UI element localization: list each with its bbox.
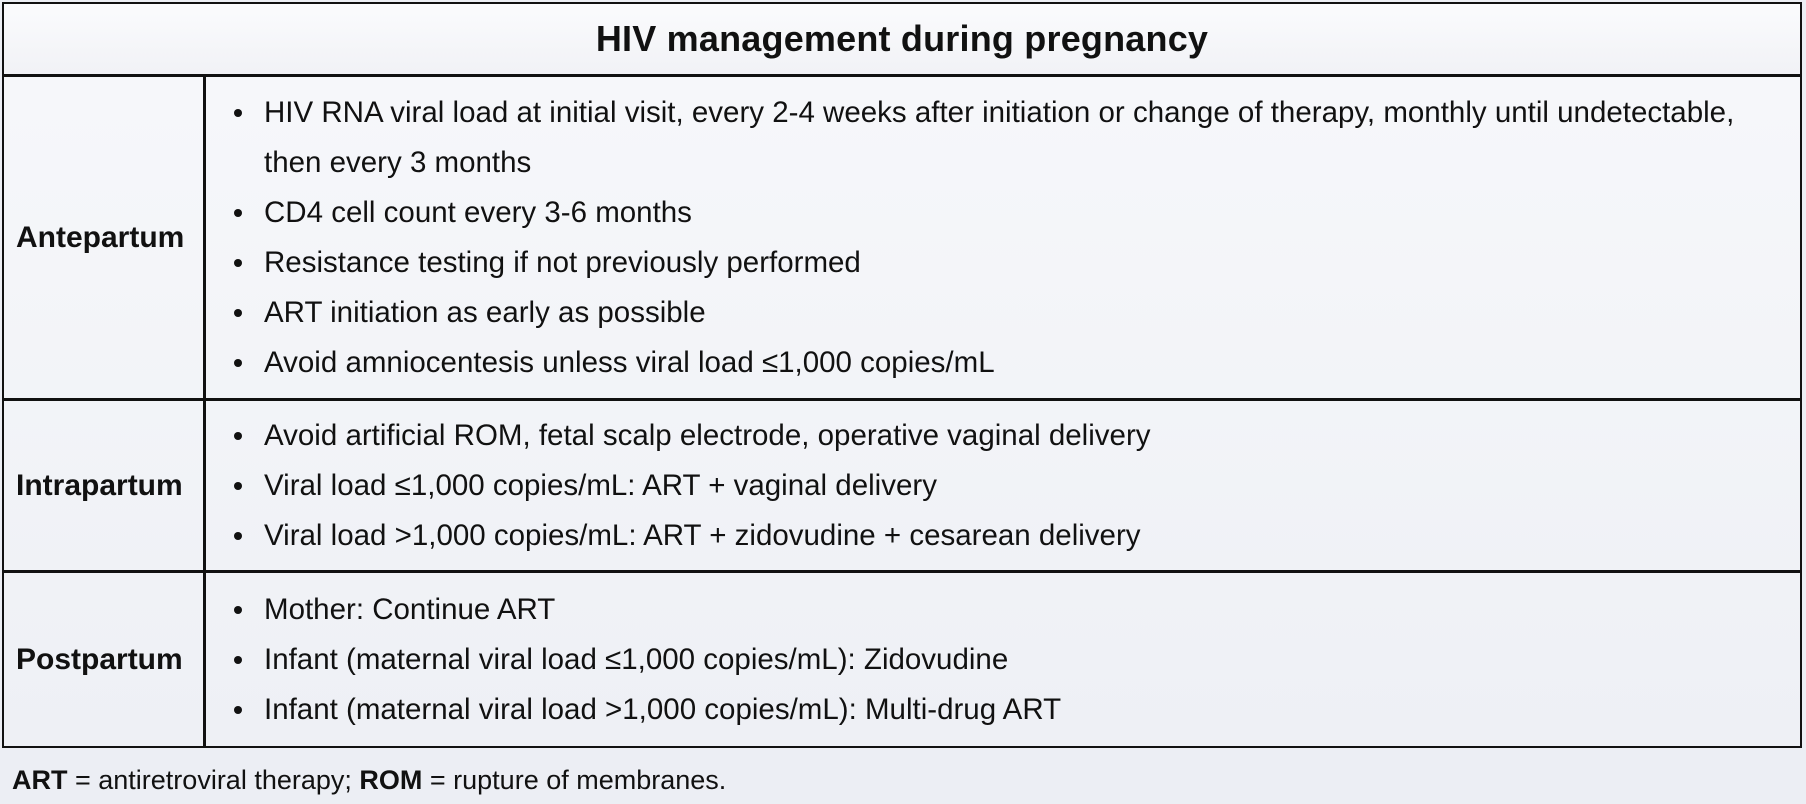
list-item: HIV RNA viral load at initial visit, eve… [230,88,1770,188]
table-title-row: HIV management during pregnancy [4,4,1800,77]
hiv-pregnancy-table: HIV management during pregnancy Antepart… [2,2,1802,748]
row-content-intrapartum: Avoid artificial ROM, fetal scalp electr… [206,401,1800,570]
list-item: Resistance testing if not previously per… [230,238,1770,288]
table-row-postpartum: Postpartum Mother: Continue ART Infant (… [4,573,1800,746]
postpartum-list: Mother: Continue ART Infant (maternal vi… [230,585,1770,735]
row-content-postpartum: Mother: Continue ART Infant (maternal vi… [206,573,1800,746]
row-label-postpartum: Postpartum [4,573,206,746]
table-row-antepartum: Antepartum HIV RNA viral load at initial… [4,77,1800,401]
row-content-antepartum: HIV RNA viral load at initial visit, eve… [206,77,1800,398]
list-item: ART initiation as early as possible [230,288,1770,338]
list-item: Infant (maternal viral load >1,000 copie… [230,685,1770,735]
list-item: Viral load >1,000 copies/mL: ART + zidov… [230,511,1770,561]
abbreviations-footnote: ART = antiretroviral therapy; ROM = rupt… [12,762,726,798]
list-item: Infant (maternal viral load ≤1,000 copie… [230,635,1770,685]
list-item: Avoid artificial ROM, fetal scalp electr… [230,411,1770,461]
intrapartum-list: Avoid artificial ROM, fetal scalp electr… [230,411,1770,561]
list-item: CD4 cell count every 3-6 months [230,188,1770,238]
footnote-def-art: = antiretroviral therapy; [67,765,360,795]
row-label-antepartum: Antepartum [4,77,206,398]
table-title: HIV management during pregnancy [595,18,1209,59]
table-row-intrapartum: Intrapartum Avoid artificial ROM, fetal … [4,401,1800,573]
footnote-abbr-rom: ROM [359,765,423,795]
list-item: Viral load ≤1,000 copies/mL: ART + vagin… [230,461,1770,511]
footnote-def-rom: = rupture of membranes. [422,765,727,795]
list-item: Avoid amniocentesis unless viral load ≤1… [230,338,1770,388]
antepartum-list: HIV RNA viral load at initial visit, eve… [230,88,1770,388]
list-item: Mother: Continue ART [230,585,1770,635]
row-label-intrapartum: Intrapartum [4,401,206,570]
footnote-abbr-art: ART [12,765,68,795]
